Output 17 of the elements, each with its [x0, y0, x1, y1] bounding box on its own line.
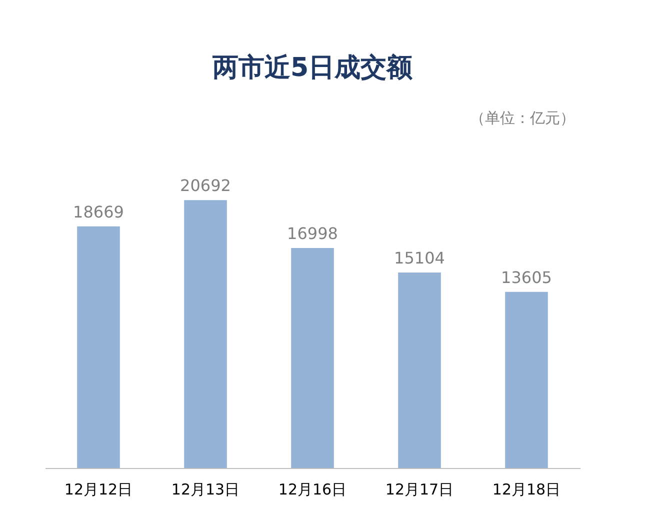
x-tick-label: 12月16日 [278, 480, 347, 498]
data-label: 20692 [180, 176, 231, 196]
data-label: 18669 [73, 202, 124, 222]
bar [184, 200, 227, 468]
data-label: 15104 [394, 248, 445, 268]
bar [505, 292, 548, 468]
bar [77, 226, 120, 468]
x-tick-label: 12月17日 [385, 480, 454, 498]
chart-title: 两市近5日成交额 [211, 53, 414, 83]
x-tick-label: 12月13日 [171, 480, 240, 498]
x-tick-label: 12月18日 [492, 480, 561, 498]
data-label: 13605 [501, 268, 552, 287]
text: （单位：亿元） [470, 109, 575, 127]
bar [398, 272, 441, 468]
bar [291, 248, 334, 468]
data-label: 16998 [287, 224, 338, 243]
x-tick-label: 12月12日 [64, 480, 133, 498]
